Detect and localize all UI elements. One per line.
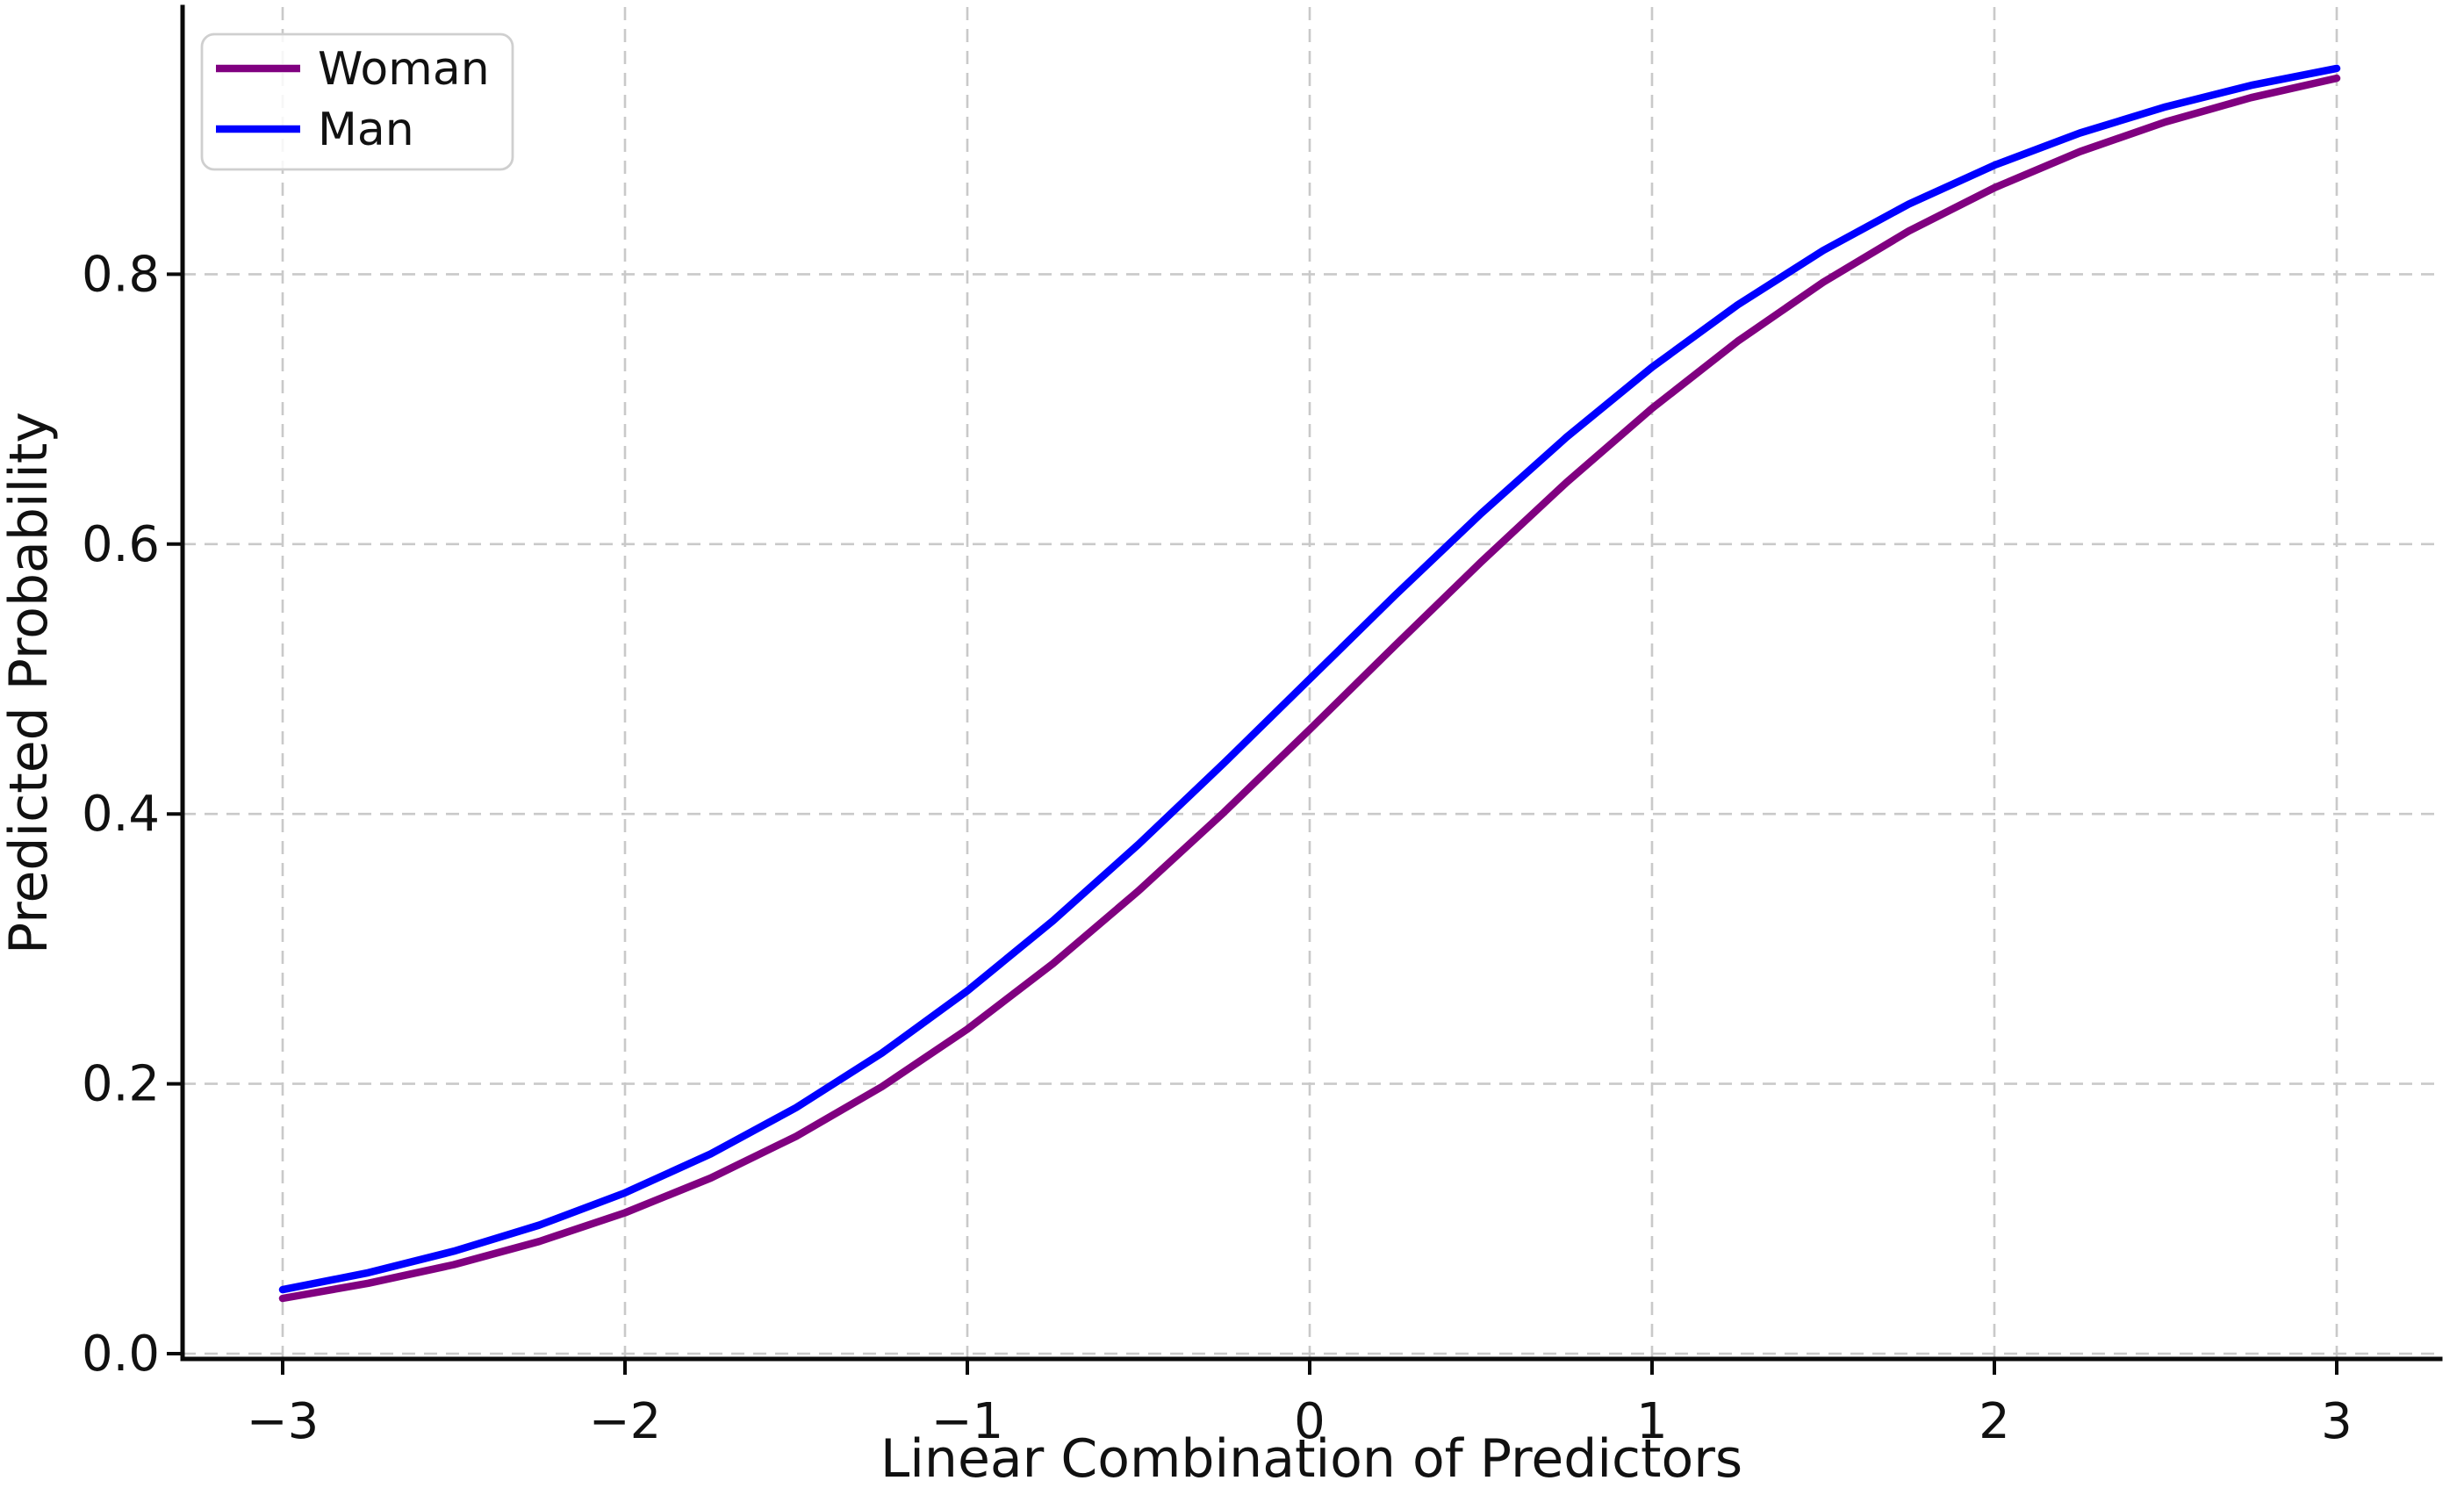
x-axis-title: Linear Combination of Predictors bbox=[880, 1428, 1742, 1490]
x-gridlines bbox=[281, 7, 2338, 1359]
y-tick-label: 0.4 bbox=[82, 786, 160, 843]
x-ticks: −3 −2 −1 0 1 2 3 bbox=[247, 1359, 2353, 1450]
x-tick-label: −2 bbox=[589, 1393, 662, 1450]
y-gridlines bbox=[183, 273, 2440, 1355]
x-tick-label: 1 bbox=[1636, 1393, 1668, 1450]
x-tick-label: 2 bbox=[1979, 1393, 2010, 1450]
y-tick-label: 0.8 bbox=[82, 246, 160, 303]
y-tick-label: 0.2 bbox=[82, 1056, 160, 1113]
legend-label-woman: Woman bbox=[318, 43, 490, 96]
y-axis-title: Predicted Probability bbox=[0, 412, 60, 954]
y-ticks: 0.0 0.2 0.4 0.6 0.8 bbox=[82, 246, 183, 1383]
x-tick-label: −3 bbox=[247, 1393, 320, 1450]
legend-label-man: Man bbox=[318, 104, 414, 156]
legend: Woman Man bbox=[200, 32, 514, 171]
curve-man bbox=[278, 64, 2341, 1294]
x-tick-label: 3 bbox=[2321, 1393, 2353, 1450]
x-tick-label: −1 bbox=[931, 1393, 1004, 1450]
y-tick-label: 0.0 bbox=[82, 1326, 160, 1383]
y-tick-label: 0.6 bbox=[82, 516, 160, 573]
curve-woman bbox=[278, 74, 2341, 1303]
curves bbox=[278, 64, 2341, 1303]
x-tick-label: 0 bbox=[1294, 1393, 1325, 1450]
